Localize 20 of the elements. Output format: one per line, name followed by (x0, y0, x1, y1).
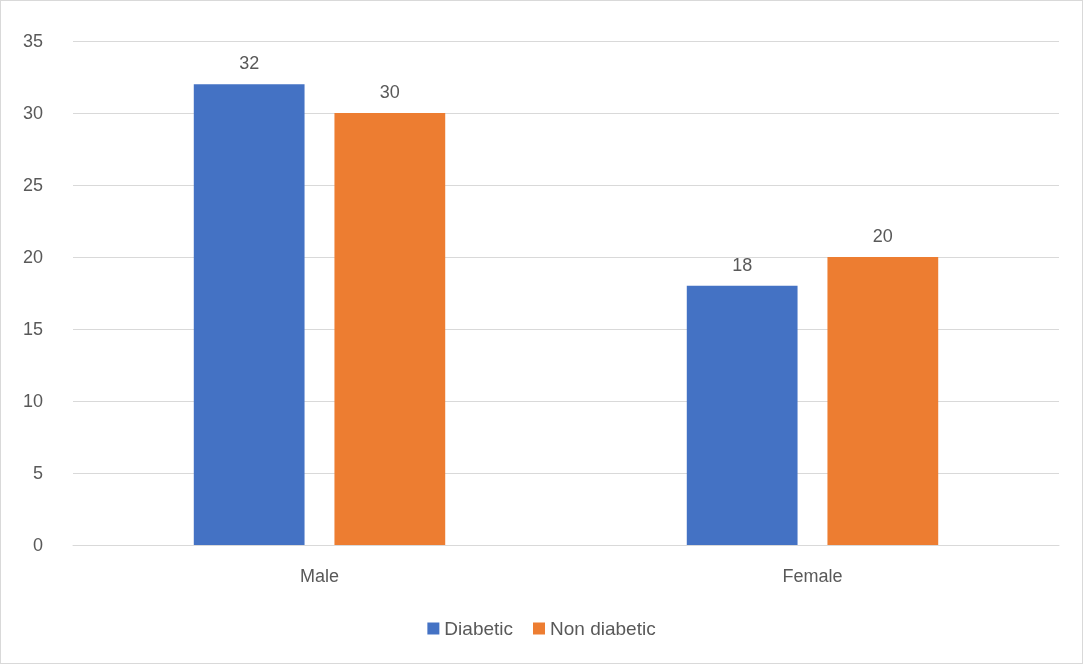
x-tick-label: Female (782, 566, 843, 586)
y-tick-label: 35 (22, 31, 43, 51)
y-tick-label: 5 (32, 463, 43, 483)
data-label: 18 (732, 254, 753, 275)
bar (686, 285, 798, 545)
bar (827, 257, 939, 545)
y-tick-label: 25 (22, 175, 43, 195)
legend-label: Non diabetic (550, 618, 656, 639)
data-label: 32 (239, 53, 260, 74)
y-tick-label: 0 (32, 535, 43, 555)
y-tick-label: 30 (22, 103, 43, 123)
legend-label: Diabetic (444, 618, 514, 639)
data-label: 30 (379, 82, 400, 102)
bar (193, 84, 305, 545)
x-tick-label: Male (299, 566, 340, 586)
bar (334, 113, 446, 545)
y-tick-label: 15 (22, 319, 43, 339)
data-label: 20 (872, 226, 893, 246)
y-tick-label: 20 (22, 247, 43, 267)
y-tick-label: 10 (22, 391, 43, 411)
